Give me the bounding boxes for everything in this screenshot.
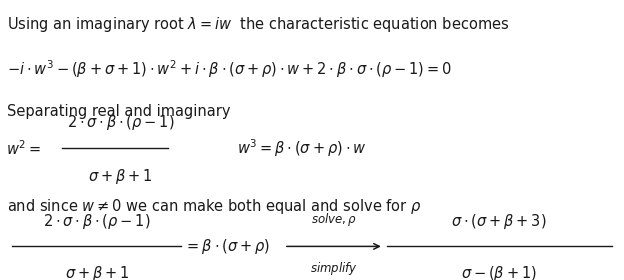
Text: $w^3=\beta\cdot(\sigma+\rho)\cdot w$: $w^3=\beta\cdot(\sigma+\rho)\cdot w$ bbox=[237, 137, 367, 159]
Text: $2\cdot\sigma\cdot\beta\cdot(\rho-1)$: $2\cdot\sigma\cdot\beta\cdot(\rho-1)$ bbox=[43, 212, 150, 231]
Text: Separating real and imaginary: Separating real and imaginary bbox=[7, 104, 231, 119]
Text: $2\cdot\sigma\cdot\beta\cdot(\rho-1)$: $2\cdot\sigma\cdot\beta\cdot(\rho-1)$ bbox=[67, 113, 174, 132]
Text: $simplify$: $simplify$ bbox=[310, 260, 358, 277]
Text: $w^2=$: $w^2=$ bbox=[6, 139, 41, 158]
Text: $\sigma\cdot(\sigma+\beta+3)$: $\sigma\cdot(\sigma+\beta+3)$ bbox=[451, 212, 547, 231]
Text: Using an imaginary root $\lambda=iw$  the characteristic equation becomes: Using an imaginary root $\lambda=iw$ the… bbox=[7, 15, 510, 34]
Text: and since $w\neq0$ we can make both equal and solve for $\rho$: and since $w\neq0$ we can make both equa… bbox=[7, 197, 422, 216]
Text: $\sigma+\beta+1$: $\sigma+\beta+1$ bbox=[64, 264, 129, 280]
Text: $=\beta\cdot(\sigma+\rho)$: $=\beta\cdot(\sigma+\rho)$ bbox=[184, 237, 270, 256]
Text: $solve,\rho$: $solve,\rho$ bbox=[311, 211, 357, 228]
Text: $\sigma+\beta+1$: $\sigma+\beta+1$ bbox=[88, 167, 153, 186]
Text: $\sigma-(\beta+1)$: $\sigma-(\beta+1)$ bbox=[461, 264, 537, 280]
Text: $-i\cdot w^3-(\beta+\sigma+1)\cdot w^2+i\cdot\beta\cdot(\sigma+\rho)\cdot w+2\cd: $-i\cdot w^3-(\beta+\sigma+1)\cdot w^2+i… bbox=[7, 59, 452, 80]
